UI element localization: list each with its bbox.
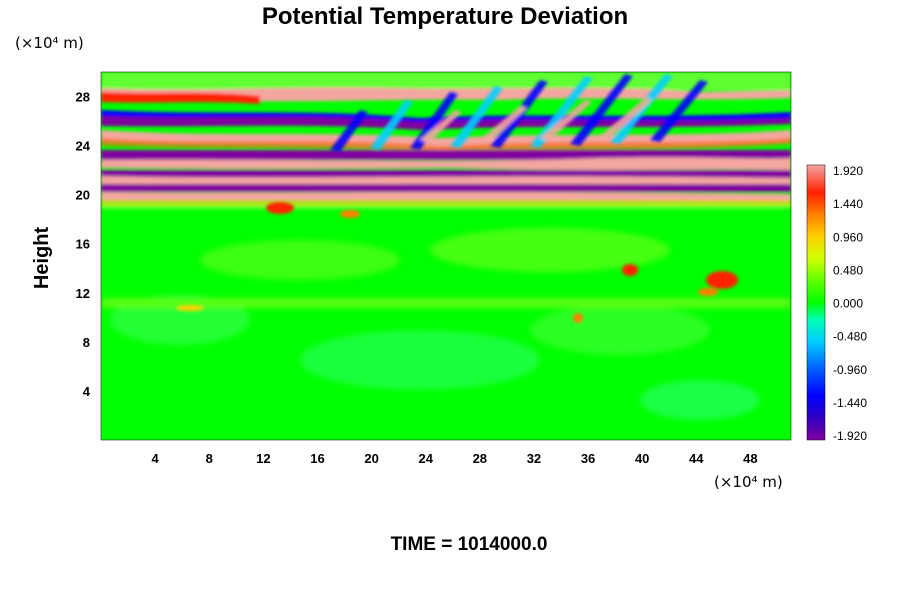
colorbar-tick-label: 0.480 [833,263,863,277]
colorbar-tick-label: 0.960 [833,230,863,244]
x-tick-label: 12 [256,451,270,466]
x-unit-label: (×10⁴ m) [714,473,783,491]
x-tick-label: 8 [206,451,213,466]
x-tick-label: 44 [689,451,704,466]
y-tick-label: 24 [76,139,91,154]
x-tick-label: 16 [310,451,324,466]
colorbar-tick-label: -1.920 [833,429,867,443]
x-tick-label: 40 [635,451,649,466]
x-tick-labels: 4 8 12 16 20 24 28 32 36 40 44 48 [152,451,758,466]
x-tick-label: 36 [581,451,595,466]
x-tick-label: 20 [364,451,378,466]
y-tick-label: 16 [76,237,90,252]
chart-title: Potential Temperature Deviation [262,3,628,30]
colorbar-tick-label: 1.440 [833,197,863,211]
heatmap-field [101,72,791,440]
y-unit-label: (×10⁴ m) [15,34,84,52]
colorbar-tick-label: -0.960 [833,363,867,377]
y-axis-label: Height [31,227,53,290]
y-tick-label: 20 [76,188,90,203]
x-tick-label: 48 [743,451,757,466]
x-tick-label: 28 [473,451,487,466]
x-tick-label: 24 [418,451,433,466]
x-tick-label: 4 [152,451,160,466]
colorbar-tick-label: 1.920 [833,164,863,178]
colorbar-tick-label: -0.480 [833,330,867,344]
colorbar-tick-labels: 1.920 1.440 0.960 0.480 0.000 -0.480 -0.960 -1.… [833,164,867,443]
y-tick-label: 4 [83,384,91,399]
y-tick-label: 8 [83,335,90,350]
colorbar-tick-label: -1.440 [833,396,867,410]
x-tick-label: 32 [527,451,541,466]
time-label: TIME = 1014000.0 [391,534,548,555]
y-tick-label: 28 [76,90,90,105]
colorbar-tick-label: 0.000 [833,297,863,311]
plot-frame [100,71,792,441]
y-tick-labels: 4 8 12 16 20 24 28 [76,90,91,399]
y-tick-label: 12 [76,286,90,301]
colorbar [806,164,826,441]
